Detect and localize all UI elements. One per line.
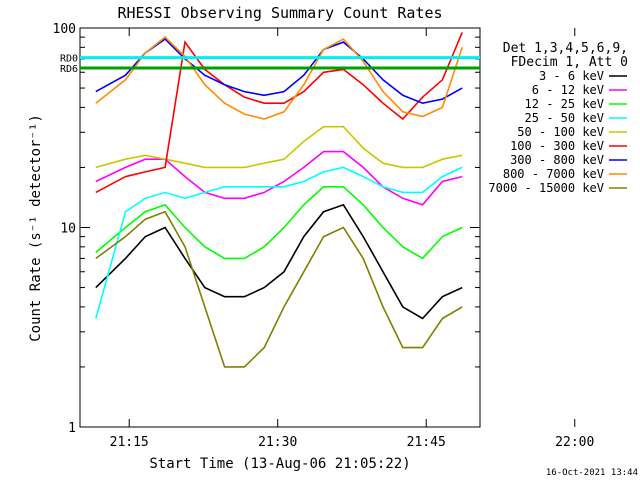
legend-header-line-1: Det 1,3,4,5,6,9,: [503, 41, 628, 56]
y-tick-label-0: 1: [68, 421, 76, 436]
x-tick-label-2: 21:45: [407, 435, 446, 450]
legend-label-6: 300 - 800 keV: [510, 153, 604, 167]
y-tick-label-2: 100: [53, 22, 76, 37]
legend-label-1: 6 - 12 keV: [532, 83, 604, 97]
series-layer: [95, 32, 463, 368]
annotation-label-0: RD0: [60, 54, 78, 65]
series-line-6: [95, 38, 463, 105]
x-axis-label: Start Time (13-Aug-06 21:05:22): [149, 456, 410, 472]
x-tick-label-3: 22:00: [555, 435, 594, 450]
x-tick-label-0: 21:15: [110, 435, 149, 450]
series-line-5: [95, 32, 463, 194]
legend-label-5: 100 - 300 keV: [510, 139, 604, 153]
series-line-7: [95, 36, 463, 120]
legend-label-7: 800 - 7000 keV: [503, 167, 604, 181]
legend-label-0: 3 - 6 keV: [539, 69, 604, 83]
legend-header-line-2: FDecim 1, Att 0: [511, 55, 628, 70]
legend-label-8: 7000 - 15000 keV: [488, 181, 604, 195]
legend-label-2: 12 - 25 keV: [525, 97, 604, 111]
legend-label-3: 25 - 50 keV: [525, 111, 604, 125]
legend-label-4: 50 - 100 keV: [517, 125, 604, 139]
series-line-8: [95, 210, 463, 368]
timestamp: 16-Oct-2021 13:44: [546, 468, 638, 478]
series-line-4: [95, 125, 463, 169]
plot-frame: [79, 27, 481, 428]
series-line-2: [95, 186, 463, 260]
x-tick-label-1: 21:30: [258, 435, 297, 450]
series-line-0: [95, 203, 463, 320]
y-axis-label: Count Rate (s⁻¹ detector⁻¹): [28, 114, 44, 342]
y-axis-ticks: 1 10 100: [53, 22, 480, 436]
series-line-3: [95, 166, 463, 319]
annotation-label-1: RD6: [60, 64, 78, 75]
y-tick-label-1: 10: [60, 222, 76, 237]
chart-title: RHESSI Observing Summary Count Rates: [117, 4, 442, 22]
